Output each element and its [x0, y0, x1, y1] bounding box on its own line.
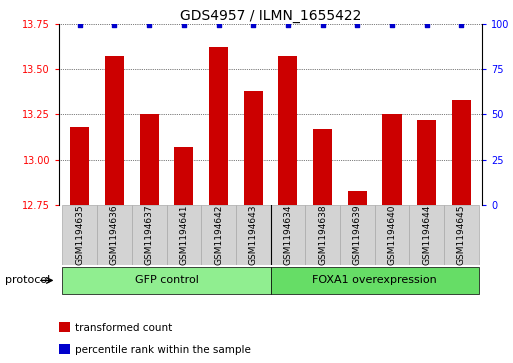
- Bar: [70, 127, 89, 205]
- Text: GSM1194635: GSM1194635: [75, 205, 84, 265]
- Bar: [374, 205, 409, 265]
- Bar: [140, 114, 159, 205]
- Point: [423, 23, 431, 28]
- Bar: [167, 205, 201, 265]
- Text: GFP control: GFP control: [134, 276, 199, 285]
- Text: GSM1194643: GSM1194643: [249, 205, 258, 265]
- Text: GSM1194639: GSM1194639: [353, 205, 362, 265]
- Bar: [97, 205, 132, 265]
- Bar: [313, 129, 332, 205]
- Text: GSM1194637: GSM1194637: [145, 205, 154, 265]
- Bar: [271, 267, 479, 294]
- Bar: [348, 191, 367, 205]
- Point: [353, 23, 362, 28]
- Point: [284, 23, 292, 28]
- Point: [388, 23, 396, 28]
- Bar: [340, 205, 374, 265]
- Bar: [452, 100, 471, 205]
- Bar: [409, 205, 444, 265]
- Text: percentile rank within the sample: percentile rank within the sample: [75, 345, 251, 355]
- Bar: [63, 205, 97, 265]
- Text: GSM1194645: GSM1194645: [457, 205, 466, 265]
- Bar: [383, 114, 402, 205]
- Point: [249, 23, 258, 28]
- Text: GSM1194641: GSM1194641: [180, 205, 188, 265]
- Point: [457, 23, 465, 28]
- Text: GSM1194636: GSM1194636: [110, 205, 119, 265]
- Text: GSM1194638: GSM1194638: [318, 205, 327, 265]
- Text: transformed count: transformed count: [75, 323, 173, 333]
- Bar: [63, 267, 271, 294]
- Text: protocol: protocol: [5, 276, 50, 285]
- Point: [76, 23, 84, 28]
- Text: FOXA1 overexpression: FOXA1 overexpression: [312, 276, 437, 285]
- Text: GSM1194642: GSM1194642: [214, 205, 223, 265]
- Text: GSM1194634: GSM1194634: [284, 205, 292, 265]
- Point: [110, 23, 119, 28]
- Point: [145, 23, 153, 28]
- Bar: [236, 205, 270, 265]
- Bar: [132, 205, 167, 265]
- Bar: [417, 120, 436, 205]
- Point: [214, 23, 223, 28]
- Bar: [105, 56, 124, 205]
- Point: [319, 23, 327, 28]
- Text: GSM1194640: GSM1194640: [387, 205, 397, 265]
- Bar: [201, 205, 236, 265]
- Text: GSM1194644: GSM1194644: [422, 205, 431, 265]
- Bar: [174, 147, 193, 205]
- Bar: [305, 205, 340, 265]
- Title: GDS4957 / ILMN_1655422: GDS4957 / ILMN_1655422: [180, 9, 361, 23]
- Bar: [279, 56, 298, 205]
- Bar: [444, 205, 479, 265]
- Point: [180, 23, 188, 28]
- Bar: [244, 91, 263, 205]
- Bar: [271, 205, 305, 265]
- Bar: [209, 47, 228, 205]
